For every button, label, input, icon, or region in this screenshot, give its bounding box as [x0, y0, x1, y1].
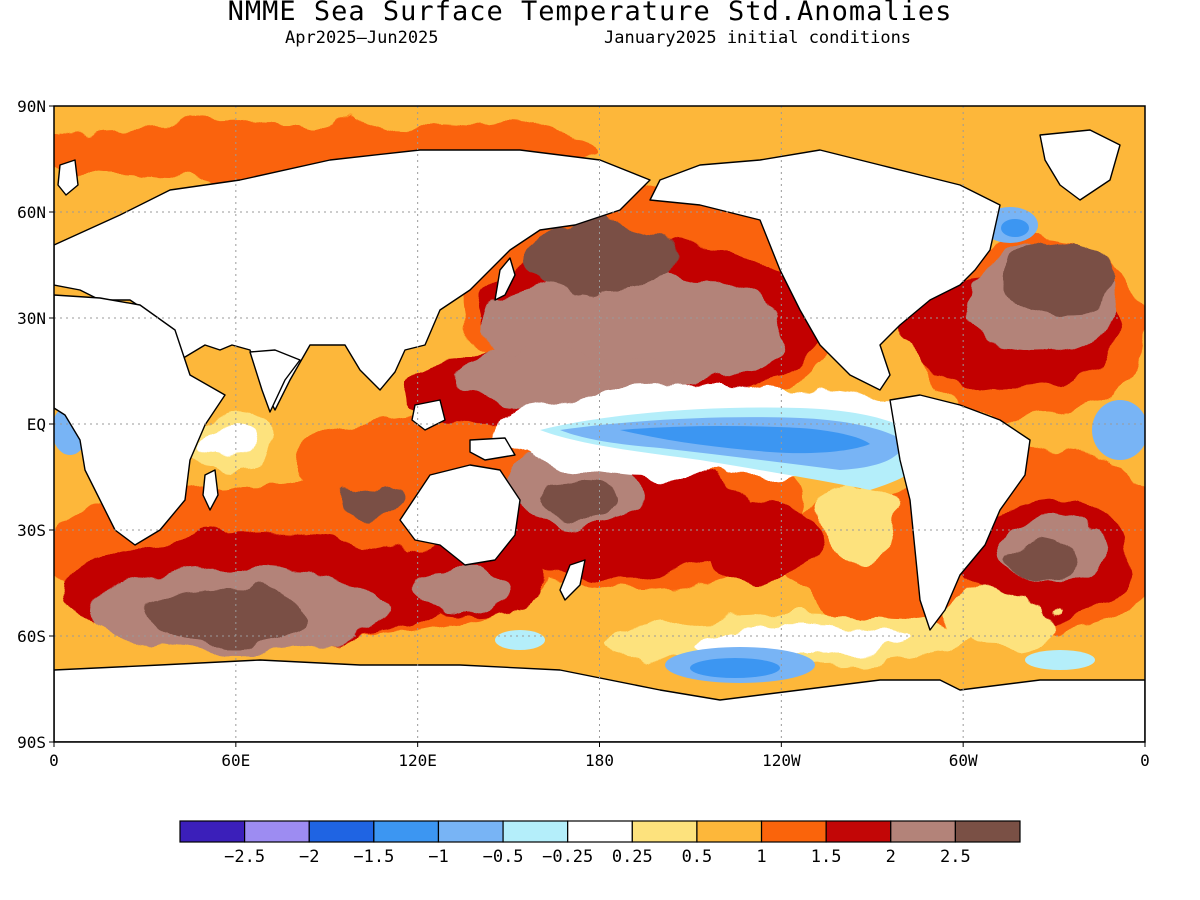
latitude-label: 60S — [17, 627, 46, 646]
legend-swatch — [567, 820, 633, 843]
latitude-label: 30S — [17, 521, 46, 540]
longitude-label: 180 — [585, 751, 614, 770]
cold-anomaly-regions — [54, 207, 1145, 683]
legend-label: 2 — [886, 847, 896, 867]
legend-swatch — [373, 820, 440, 843]
anomaly-above-2-5-regions — [150, 220, 1115, 640]
latitude-axis: 90N 60N 30N EQ 30S 60S 90S — [17, 97, 54, 752]
legend-swatch — [244, 820, 310, 843]
longitude-label: 0 — [1140, 751, 1150, 770]
borneo — [411, 399, 446, 431]
longitude-label: 60W — [949, 751, 978, 770]
legend-swatch — [890, 820, 956, 843]
legend-swatch — [437, 820, 504, 843]
australia — [399, 464, 521, 566]
japan — [494, 257, 516, 301]
africa — [54, 294, 226, 546]
latitude-label: 60N — [17, 203, 46, 222]
map-plot-area — [54, 106, 1145, 742]
legend-swatch — [696, 820, 763, 843]
new-guinea — [469, 437, 516, 461]
chart-title: NMME Sea Surface Temperature Std.Anomali… — [227, 0, 953, 27]
legend-swatch — [954, 820, 1021, 843]
initial-conditions: January2025 initial conditions — [604, 28, 912, 48]
latitude-label: 30N — [17, 309, 46, 328]
longitude-label: 120E — [398, 751, 437, 770]
longitude-axis: 0 60E 120E 180 120W 60W 0 — [49, 742, 1150, 770]
uk — [57, 159, 79, 196]
color-legend: −2.5 −2 −1.5 −1 −0.5 −0.25 0.25 0.5 1 1.5 2 2.5 — [179, 820, 1021, 867]
north-america — [649, 149, 1001, 391]
longitude-label: 0 — [49, 751, 59, 770]
greenland — [1039, 129, 1121, 201]
legend-label: −0.25 — [542, 847, 593, 867]
legend-label: 0.5 — [682, 847, 713, 867]
new-zealand — [559, 559, 586, 601]
legend-label: −1.5 — [353, 847, 394, 867]
gridlines — [54, 106, 1145, 742]
legend-swatch — [825, 820, 892, 843]
legend-label: 1.5 — [811, 847, 842, 867]
legend-label: 1 — [756, 847, 766, 867]
longitude-label: 60E — [221, 751, 250, 770]
legend-swatch — [179, 820, 246, 843]
legend-swatch — [502, 820, 569, 843]
south-america — [889, 394, 1031, 631]
madagascar — [202, 469, 219, 511]
legend-label: −2 — [299, 847, 319, 867]
forecast-period: Apr2025–Jun2025 — [285, 28, 439, 48]
legend-label: −1 — [428, 847, 448, 867]
longitude-label: 120W — [762, 751, 801, 770]
legend-swatch — [631, 820, 698, 843]
legend-swatch — [760, 820, 827, 843]
legend-label: 2.5 — [940, 847, 971, 867]
india — [249, 349, 301, 413]
latitude-label: 90N — [17, 97, 46, 116]
legend-label: −2.5 — [224, 847, 265, 867]
latitude-label: 90S — [17, 733, 46, 752]
legend-swatch — [308, 820, 375, 843]
latitude-label: EQ — [27, 415, 46, 434]
legend-label: −0.5 — [483, 847, 524, 867]
legend-label: 0.25 — [612, 847, 653, 867]
